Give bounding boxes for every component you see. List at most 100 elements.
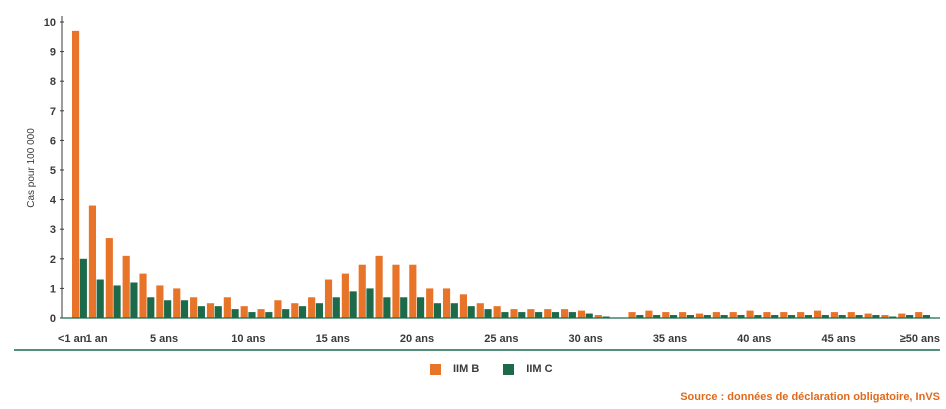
legend-label-iim-b: IIM B [453,363,480,375]
bar-iim-c [417,297,425,318]
bar-iim-b [577,310,586,318]
bar-iim-b [679,312,687,318]
bar-iim-b [780,312,788,318]
x-tick-label: 5 ans [150,333,178,345]
y-tick-label: 10 [44,17,56,29]
bar-iim-c [265,312,273,318]
bar-iim-b [476,303,484,318]
x-tick-label: ≥50 ans [900,333,940,345]
bar-iim-b [561,309,569,318]
legend: IIM B IIM C [430,363,567,375]
bars-group [72,30,931,318]
bar-iim-c [147,297,155,318]
bar-iim-b [274,300,282,318]
y-tick-label: 8 [50,76,56,88]
bar-iim-c [838,315,846,318]
bar-iim-c [821,315,829,318]
bar-iim-c [197,306,205,318]
bar-iim-b [291,303,299,318]
bar-iim-b [527,309,535,318]
bar-iim-c [96,279,104,318]
bar-iim-c [518,312,526,318]
bar-iim-c [130,282,138,318]
bar-iim-b [240,306,248,318]
bar-iim-b [881,315,889,318]
bar-iim-c [501,312,509,318]
x-tick-label: 15 ans [316,333,350,345]
bar-iim-b [729,312,737,318]
bar-iim-b [190,297,198,318]
bar-iim-b [72,30,80,318]
y-tick-label: 1 [50,283,56,295]
x-tick-label: 10 ans [231,333,265,345]
bar-iim-c [315,303,323,318]
bar-iim-b [375,255,383,318]
x-tick-label: 25 ans [484,333,518,345]
bar-iim-c [231,309,239,318]
bar-iim-c [467,306,475,318]
bar-iim-b [173,288,181,318]
bar-iim-c [636,315,644,318]
x-tick-label: 40 ans [737,333,771,345]
x-tick-label: 20 ans [400,333,434,345]
bar-iim-c [298,306,307,318]
bar-iim-b [105,238,113,318]
bar-iim-c [450,303,458,318]
source-note: Source : données de déclaration obligato… [680,391,940,403]
bar-iim-c [551,312,560,318]
bar-iim-c [282,309,290,318]
bar-iim-b [847,312,855,318]
bar-iim-c [754,315,762,318]
bar-iim-b [88,205,97,318]
bar-iim-b [206,303,215,318]
bar-iim-b [915,312,923,318]
bar-iim-b [746,310,754,318]
bar-iim-b [510,309,518,318]
y-axis-ticks: 0 1 2 3 4 5 6 7 8 9 10 [44,16,64,325]
y-tick-label: 6 [50,135,56,147]
bar-iim-b [139,273,147,318]
bar-iim-b [392,264,400,318]
bar-iim-b [324,279,333,318]
bar-iim-b [898,313,906,318]
bar-iim-b [628,312,636,318]
bar-iim-b [358,264,366,318]
bar-iim-c [787,315,796,318]
y-tick-label: 5 [50,165,56,177]
y-tick-label: 7 [50,106,56,118]
x-tick-label: 35 ans [653,333,687,345]
bar-iim-b [426,288,434,318]
bar-iim-b [308,297,316,318]
bar-iim-c [703,315,711,318]
x-axis-ticks: <1 an 1 an 5 ans 10 ans 15 ans 20 ans 25 ans 30… [58,333,940,345]
bar-iim-c [248,312,256,318]
bar-iim-c [737,315,745,318]
bar-iim-c [433,303,442,318]
bar-iim-c [214,306,222,318]
bar-iim-c [400,297,408,318]
y-tick-label: 4 [50,195,57,207]
bar-iim-b [409,264,417,318]
x-tick-label: 45 ans [821,333,855,345]
bar-iim-c [113,285,121,318]
bar-iim-b [341,273,349,318]
bar-iim-b [257,309,265,318]
bar-iim-c [906,315,914,318]
bar-iim-c [383,297,391,318]
y-tick-label: 9 [50,47,56,59]
bar-iim-c [484,309,492,318]
y-tick-label: 3 [50,224,56,236]
bar-iim-b [645,310,653,318]
bar-iim-c [568,312,576,318]
bar-chart: Cas pour 100 000 0 1 2 3 4 5 6 7 8 9 10 <1 an 1 an 5… [14,16,940,351]
bar-iim-c [872,315,880,318]
bar-iim-b [223,297,231,318]
y-axis-label-group: Cas pour 100 000 [26,128,37,208]
legend-swatch-iim-b [430,363,441,375]
x-tick-label: 1 an [86,333,108,345]
bar-iim-b [695,313,704,318]
bar-iim-c [349,291,357,318]
y-tick-label: 2 [50,254,56,266]
bar-iim-c [535,312,543,318]
bar-iim-c [669,315,678,318]
